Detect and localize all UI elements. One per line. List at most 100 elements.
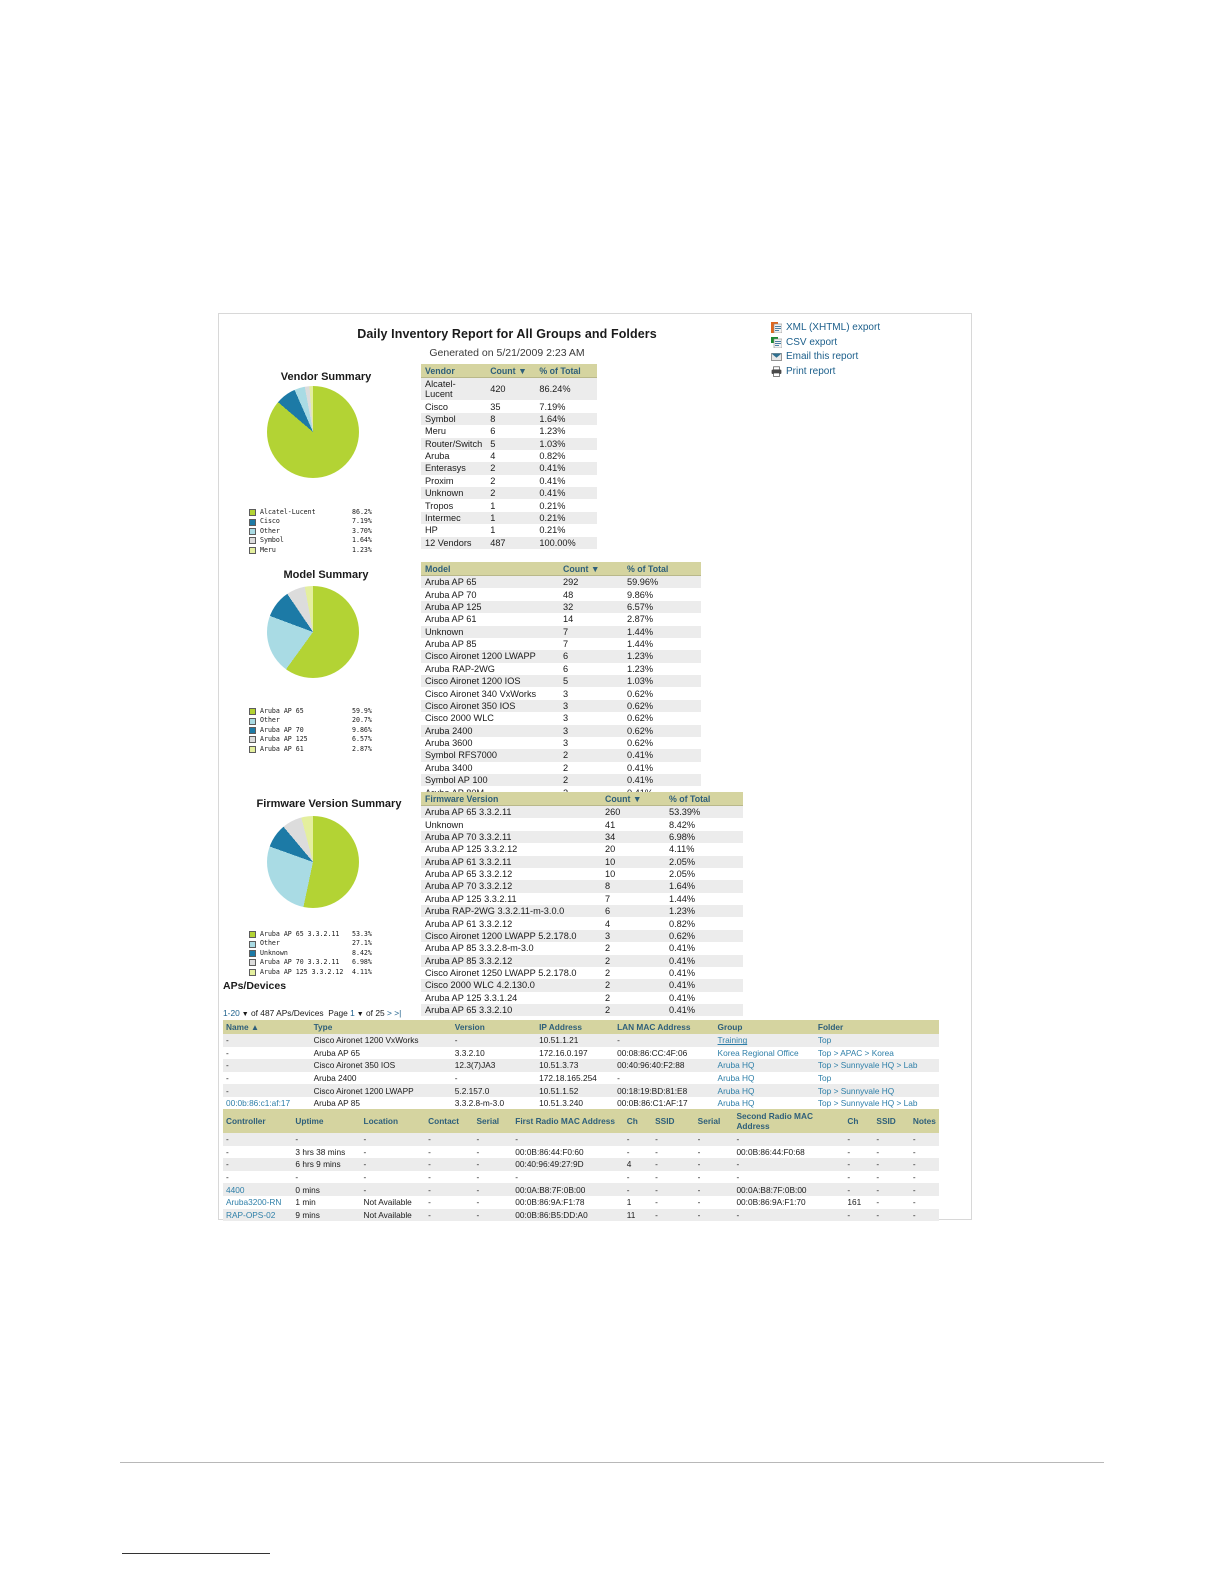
- column-header[interactable]: Ch: [623, 1109, 653, 1133]
- table-cell: 6.57%: [623, 600, 701, 614]
- folder-link[interactable]: Top: [817, 1073, 832, 1084]
- folder-link[interactable]: Top > Sunnyvale HQ > Lab: [817, 1060, 918, 1071]
- legend-item: Aruba AP 61 2.87%: [249, 745, 372, 754]
- column-header[interactable]: Count ▼: [601, 792, 665, 806]
- column-header[interactable]: Count ▼: [486, 364, 536, 378]
- column-header[interactable]: % of Total: [665, 792, 743, 806]
- column-header[interactable]: Firmware Version: [421, 792, 601, 806]
- column-header[interactable]: Group: [714, 1020, 815, 1034]
- device-name-link[interactable]: 00:0b:86:c1:af:17: [226, 1098, 291, 1109]
- table-cell: 10: [605, 869, 616, 880]
- table-cell: 1.23%: [627, 663, 654, 674]
- table-row: Cisco 35 7.19%: [421, 400, 597, 412]
- column-header[interactable]: Count ▼: [559, 562, 623, 576]
- column-header[interactable]: Serial: [694, 1109, 734, 1133]
- folder-link[interactable]: Top > Sunnyvale HQ: [817, 1085, 895, 1096]
- table-cell: 0.21%: [535, 511, 597, 525]
- column-header[interactable]: Vendor: [421, 364, 487, 378]
- column-header[interactable]: Ch: [844, 1109, 874, 1133]
- pager-page-number[interactable]: 1: [350, 1008, 355, 1018]
- table-cell: Proxim: [425, 475, 454, 486]
- table-cell: 0.41%: [623, 774, 701, 787]
- column-header[interactable]: SSID: [873, 1109, 910, 1133]
- folder-link[interactable]: Top > APAC > Korea: [817, 1047, 894, 1058]
- table-row: Aruba 3600 3 0.62%: [421, 737, 701, 749]
- table-cell: Cisco: [425, 401, 448, 412]
- legend-swatch-icon: [249, 527, 256, 535]
- pager-last-button[interactable]: >|: [394, 1008, 402, 1018]
- vendor-pie-legend: Alcatel-Lucent 86.2% Cisco 7.19% Other 3.70% S…: [249, 508, 372, 555]
- column-header[interactable]: Type: [310, 1020, 452, 1034]
- table-cell: Aruba AP 85 3.3.2.8-m-3.0: [425, 943, 534, 954]
- folder-link[interactable]: Top: [817, 1035, 832, 1046]
- column-header[interactable]: Contact: [425, 1109, 474, 1133]
- table-cell: 3: [559, 699, 623, 713]
- table-cell: 5: [559, 675, 623, 688]
- table-cell: Aruba AP 70 3.3.2.12: [421, 880, 601, 893]
- table-cell: 20: [605, 844, 616, 855]
- export-link-csv-label[interactable]: CSV export: [786, 336, 838, 348]
- legend-item: Cisco 7.19%: [249, 517, 372, 526]
- column-header[interactable]: Serial: [473, 1109, 513, 1133]
- group-link[interactable]: Aruba HQ: [717, 1060, 755, 1071]
- legend-label: Unknown: [260, 948, 288, 957]
- controller-link[interactable]: RAP-OPS-02: [226, 1209, 276, 1220]
- table-cell: 0.41%: [535, 462, 597, 475]
- table-header-row: Vendor Count ▼% of Total: [421, 364, 597, 378]
- export-link-print[interactable]: Print report: [771, 365, 951, 379]
- column-header[interactable]: Location: [360, 1109, 426, 1133]
- pager-next-button[interactable]: >: [386, 1008, 392, 1018]
- table-row: Aruba AP 61 3.3.2.12 4 0.82%: [421, 917, 743, 929]
- group-link[interactable]: Aruba HQ: [717, 1098, 755, 1109]
- table-cell: Aruba AP 125 3.3.2.12: [425, 844, 518, 855]
- cell-type: Aruba 2400: [313, 1073, 357, 1084]
- export-link-xml[interactable]: XML (XHTML) export: [771, 321, 951, 335]
- pager-range-caret-icon[interactable]: ▼: [239, 1011, 249, 1018]
- column-header[interactable]: Second Radio MAC Address: [733, 1109, 845, 1133]
- export-link-csv[interactable]: CSV export: [771, 336, 951, 350]
- column-header[interactable]: Folder: [814, 1020, 939, 1034]
- table-row: Router/Switch 5 1.03%: [421, 437, 597, 450]
- group-link[interactable]: Aruba HQ: [717, 1073, 755, 1084]
- column-header[interactable]: Uptime: [292, 1109, 361, 1133]
- export-link-print-label[interactable]: Print report: [786, 365, 836, 377]
- export-link-email[interactable]: Email this report: [771, 350, 951, 364]
- column-header[interactable]: First Radio MAC Address: [512, 1109, 624, 1133]
- column-header[interactable]: SSID: [652, 1109, 695, 1133]
- column-header[interactable]: % of Total: [535, 364, 597, 378]
- table-cell: 1.44%: [627, 639, 654, 650]
- legend-value: 2.87%: [352, 744, 372, 753]
- column-header[interactable]: LAN MAC Address: [614, 1020, 715, 1034]
- column-header[interactable]: Model: [421, 562, 559, 576]
- pager-page-caret-icon[interactable]: ▼: [354, 1011, 364, 1018]
- table-row: Cisco Aironet 340 VxWorks 3 0.62%: [421, 687, 701, 699]
- cell-folder: Top > Sunnyvale HQ > Lab: [814, 1059, 939, 1072]
- group-link[interactable]: Korea Regional Office: [717, 1047, 799, 1058]
- controller-link[interactable]: 4400: [226, 1184, 245, 1195]
- column-header[interactable]: Name ▲: [223, 1020, 311, 1034]
- cell-ssid2: -: [876, 1197, 880, 1208]
- column-header[interactable]: Controller: [223, 1109, 293, 1133]
- legend-value: 6.98%: [352, 958, 372, 967]
- column-header[interactable]: IP Address: [536, 1020, 615, 1034]
- table-cell: 32: [559, 600, 623, 614]
- export-link-email-label[interactable]: Email this report: [786, 351, 859, 362]
- cell-folder: Top > APAC > Korea: [815, 1047, 939, 1060]
- group-link[interactable]: Aruba HQ: [717, 1085, 755, 1096]
- cell-location: -: [363, 1172, 367, 1183]
- table-cell: Aruba AP 85 3.3.2.12: [421, 954, 601, 967]
- cell-name: -: [223, 1059, 311, 1072]
- column-header[interactable]: % of Total: [623, 562, 701, 576]
- controller-link[interactable]: Aruba3200-RN: [226, 1197, 282, 1208]
- table-cell: Aruba RAP-2WG 3.3.2.11-m-3.0.0: [421, 905, 601, 918]
- cell-mac: 00:0B:86:C1:AF:17: [617, 1098, 688, 1109]
- export-link-xml-label[interactable]: XML (XHTML) export: [786, 322, 881, 333]
- pager-range[interactable]: 1-20: [223, 1008, 240, 1018]
- column-header[interactable]: Version: [451, 1020, 537, 1034]
- model-summary-table: Model Count ▼% of Total Aruba AP 65 292 59.9…: [421, 562, 701, 812]
- group-link[interactable]: Training: [717, 1035, 748, 1046]
- column-header[interactable]: Notes: [909, 1109, 939, 1133]
- table-cell: HP: [425, 525, 438, 536]
- folder-link[interactable]: Top > Sunnyvale HQ > Lab: [817, 1098, 918, 1109]
- table-cell: 1: [490, 500, 496, 511]
